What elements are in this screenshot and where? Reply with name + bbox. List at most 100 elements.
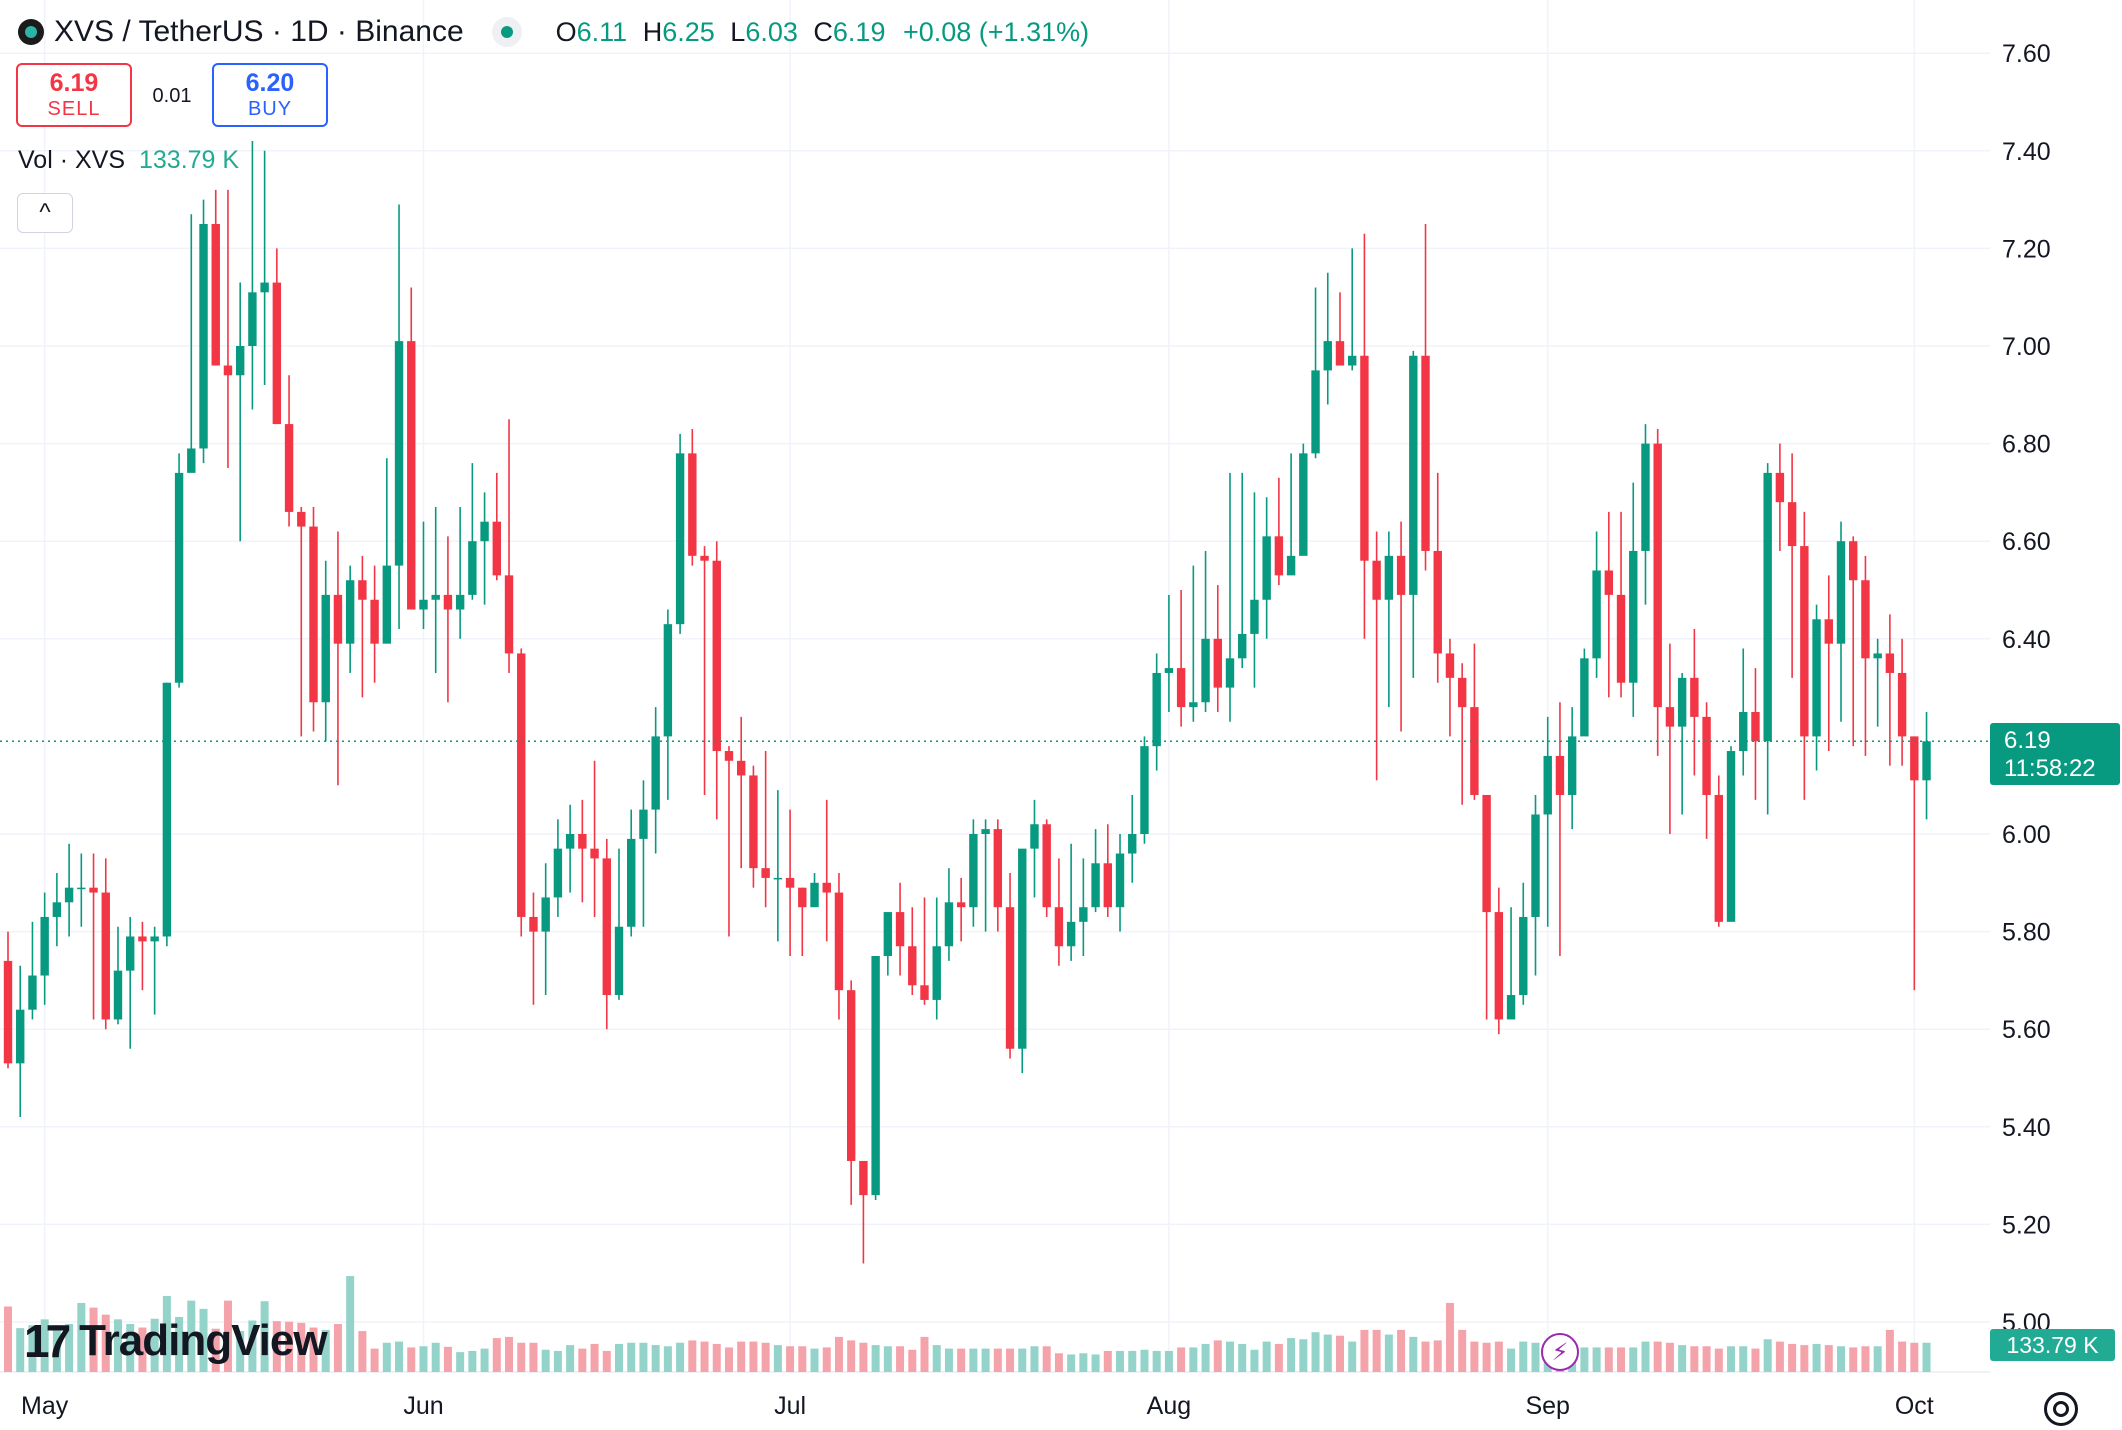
volume-bar	[492, 1338, 501, 1372]
candle-body	[1409, 355, 1418, 595]
candle	[1042, 819, 1051, 917]
candle	[431, 507, 440, 673]
candle	[28, 921, 37, 1020]
candle	[1360, 233, 1369, 639]
volume-bar	[859, 1342, 868, 1372]
volume-bar	[1617, 1347, 1626, 1372]
volume-bar	[1531, 1342, 1540, 1372]
volume-bar	[1372, 1329, 1381, 1372]
candle	[1213, 585, 1222, 712]
time-axis[interactable]: May Jun Jul Aug Sep Oct	[21, 1392, 1934, 1420]
candle-body	[1665, 707, 1675, 727]
volume-bar	[89, 1307, 98, 1372]
candle-body	[126, 936, 135, 971]
candle-body	[297, 511, 306, 527]
candle-body	[810, 882, 819, 908]
candle	[1739, 648, 1748, 776]
candle	[1457, 663, 1467, 805]
price-tick: 7.00	[2002, 333, 2051, 361]
volume-bar	[1470, 1341, 1479, 1372]
candle	[1910, 736, 1919, 991]
candle-body	[1470, 707, 1479, 795]
candle-body	[1164, 668, 1174, 673]
volume-bar	[321, 1329, 330, 1372]
candle-body	[700, 555, 709, 561]
volume-bar	[847, 1340, 856, 1372]
tradingview-logo[interactable]: 17 TradingView	[24, 1314, 328, 1368]
candle	[1604, 511, 1614, 698]
volume-bar	[1922, 1342, 1931, 1372]
price-axis[interactable]: 7.60 7.40 7.20 7.00 6.80 6.60 6.40 6.00 5.80 5.60…	[2002, 40, 2051, 1337]
candle-body	[1739, 712, 1748, 752]
volume-bar	[1348, 1341, 1357, 1372]
time-tick: Aug	[1147, 1392, 1191, 1420]
candle	[162, 682, 172, 947]
volume-bar	[724, 1347, 733, 1372]
candle-body	[1482, 794, 1491, 913]
volume-bar	[1287, 1338, 1296, 1372]
candle-body	[1897, 672, 1907, 737]
volume-bar	[1140, 1349, 1149, 1372]
candle-body	[614, 926, 624, 996]
candle-body	[712, 560, 721, 752]
high-label: H	[642, 16, 663, 47]
candle	[517, 648, 526, 937]
candle-body	[3, 960, 13, 1064]
volume-bar	[1103, 1350, 1112, 1372]
symbol-title[interactable]: XVS / TetherUS · 1D · Binance	[54, 15, 464, 48]
time-tick: Sep	[1525, 1392, 1569, 1420]
candle	[1873, 638, 1882, 727]
volume-bar	[1714, 1348, 1723, 1372]
candle-body	[1066, 921, 1076, 947]
candle-body	[1873, 653, 1882, 659]
candle	[1470, 643, 1479, 800]
candle-body	[675, 453, 685, 625]
sell-button[interactable]: 6.19 SELL	[16, 63, 132, 127]
candle-body	[724, 751, 734, 761]
candle-body	[1323, 341, 1332, 371]
candle	[1616, 511, 1626, 698]
candle-body	[639, 809, 648, 839]
candle-body	[1152, 672, 1161, 747]
low-label: L	[730, 16, 746, 47]
price-tick: 7.60	[2002, 40, 2051, 68]
chevron-up-icon[interactable]: ^	[17, 193, 73, 233]
candle	[749, 765, 758, 888]
volume-bar	[407, 1347, 416, 1372]
candle-body	[761, 868, 770, 878]
candle	[846, 980, 856, 1205]
sell-price: 6.19	[49, 69, 99, 97]
candle	[1372, 531, 1381, 781]
candle	[138, 921, 147, 991]
candle	[1005, 873, 1015, 1059]
volume-bar	[737, 1341, 746, 1372]
volume-bar	[1116, 1350, 1125, 1372]
volume-bar	[1226, 1341, 1234, 1372]
candle-body	[785, 877, 795, 888]
settings-icon[interactable]	[2044, 1392, 2078, 1426]
candle	[798, 887, 807, 956]
candle-body	[455, 594, 465, 610]
candle	[1861, 555, 1870, 756]
candle-body	[883, 912, 893, 956]
candle	[1409, 350, 1418, 678]
candle-body	[749, 775, 758, 869]
candle-body	[1262, 536, 1271, 600]
candle-body	[1299, 453, 1308, 556]
candle-body	[1641, 443, 1650, 551]
candle-body	[1763, 472, 1772, 742]
volume-legend[interactable]: Vol · XVS 133.79 K	[18, 146, 239, 175]
candle	[223, 189, 233, 468]
candle	[358, 555, 367, 698]
candle-body	[1286, 555, 1296, 576]
buy-button[interactable]: 6.20 BUY	[212, 63, 328, 127]
candle-body	[40, 916, 49, 976]
candle	[1555, 702, 1565, 956]
volume-bar	[1751, 1348, 1760, 1372]
candle-body	[1775, 472, 1785, 503]
candle	[1580, 648, 1589, 737]
candle	[1629, 482, 1638, 717]
candle	[101, 858, 110, 1030]
lightning-icon[interactable]: ⚡	[1541, 1333, 1579, 1371]
